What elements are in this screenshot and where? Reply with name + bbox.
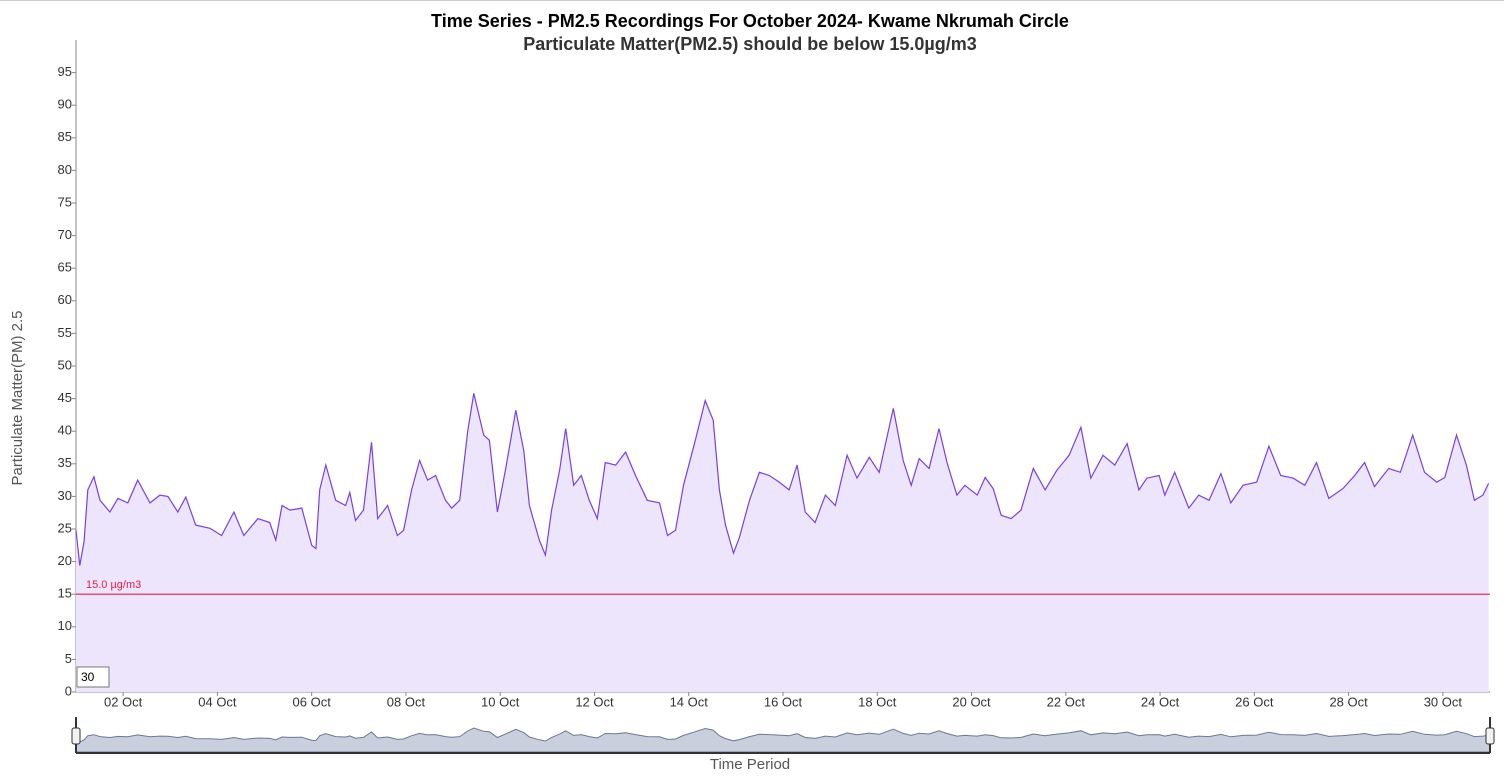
- x-tick-label: 02 Oct: [104, 694, 143, 709]
- y-tick-label: 5: [65, 651, 72, 666]
- x-tick-label: 28 Oct: [1329, 694, 1368, 709]
- y-tick-label: 10: [58, 618, 72, 633]
- x-tick-label: 06 Oct: [293, 694, 332, 709]
- chart-subtitle: Particulate Matter(PM2.5) should be belo…: [523, 34, 976, 54]
- x-tick-label: 04 Oct: [198, 694, 237, 709]
- y-tick-label: 85: [58, 129, 72, 144]
- y-tick-label: 75: [58, 194, 72, 209]
- x-tick-label: 16 Oct: [764, 694, 803, 709]
- x-tick-label: 14 Oct: [670, 694, 709, 709]
- y-tick-label: 60: [58, 292, 72, 307]
- x-tick-label: 18 Oct: [858, 694, 897, 709]
- y-tick-label: 50: [58, 357, 72, 372]
- y-tick-label: 35: [58, 455, 72, 470]
- y-tick-label: 70: [58, 227, 72, 242]
- range-input-box[interactable]: [76, 666, 110, 688]
- series-line: [75, 393, 1490, 566]
- range-input: 30: [81, 670, 95, 684]
- navigator-area: [75, 727, 1491, 753]
- range-navigator[interactable]: [71, 717, 1495, 754]
- y-tick-label: 90: [58, 97, 72, 112]
- y-tick-label: 0: [65, 683, 72, 698]
- threshold-label: 15.0 µg/m3: [86, 579, 141, 591]
- x-tick-label: 20 Oct: [952, 694, 991, 709]
- navigator-handle[interactable]: [1485, 727, 1495, 745]
- x-tick-label: 08 Oct: [387, 694, 426, 709]
- y-tick-label: 80: [58, 162, 72, 177]
- y-tick-label: 55: [58, 325, 72, 340]
- x-tick-label: 22 Oct: [1047, 694, 1086, 709]
- x-axis-label: Time Period: [710, 756, 790, 773]
- y-tick-label: 95: [58, 64, 72, 79]
- y-axis-label: Particulate Matter(PM) 2.5: [9, 310, 26, 485]
- chart-title: Time Series - PM2.5 Recordings For Octob…: [431, 11, 1069, 31]
- x-tick-label: 30 Oct: [1424, 694, 1463, 709]
- area-fill: [76, 393, 1489, 692]
- y-tick-label: 30: [58, 488, 72, 503]
- navigator-handle[interactable]: [71, 727, 81, 745]
- y-tick-label: 65: [58, 260, 72, 275]
- y-tick-label: 40: [58, 423, 72, 438]
- x-tick-label: 10 Oct: [481, 694, 520, 709]
- y-tick-label: 25: [58, 520, 72, 535]
- y-tick-label: 20: [58, 553, 72, 568]
- x-tick-label: 12 Oct: [575, 694, 614, 709]
- x-tick-label: 26 Oct: [1235, 694, 1274, 709]
- y-tick-label: 15: [58, 586, 72, 601]
- y-tick-label: 45: [58, 390, 72, 405]
- x-tick-label: 24 Oct: [1141, 694, 1180, 709]
